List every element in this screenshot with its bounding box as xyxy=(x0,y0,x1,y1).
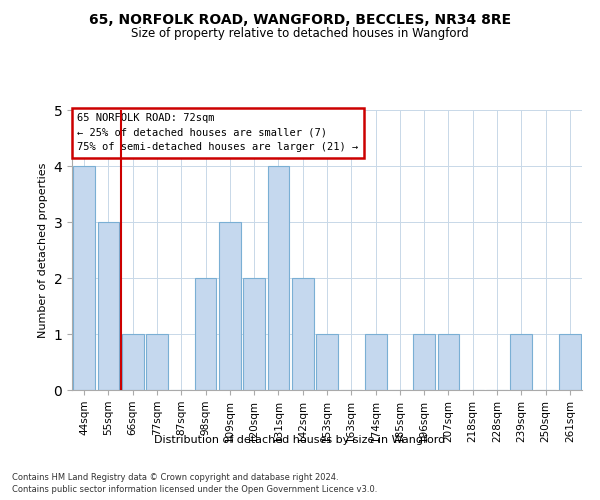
Text: 65, NORFOLK ROAD, WANGFORD, BECCLES, NR34 8RE: 65, NORFOLK ROAD, WANGFORD, BECCLES, NR3… xyxy=(89,12,511,26)
Bar xyxy=(437,334,460,390)
Bar xyxy=(219,222,241,390)
Bar xyxy=(511,334,532,390)
Bar xyxy=(243,278,265,390)
Bar xyxy=(316,334,338,390)
Bar xyxy=(559,334,581,390)
Bar xyxy=(268,166,289,390)
Y-axis label: Number of detached properties: Number of detached properties xyxy=(38,162,48,338)
Bar xyxy=(73,166,95,390)
Bar xyxy=(146,334,168,390)
Text: Size of property relative to detached houses in Wangford: Size of property relative to detached ho… xyxy=(131,28,469,40)
Bar xyxy=(194,278,217,390)
Text: 65 NORFOLK ROAD: 72sqm
← 25% of detached houses are smaller (7)
75% of semi-deta: 65 NORFOLK ROAD: 72sqm ← 25% of detached… xyxy=(77,113,358,152)
Text: Contains public sector information licensed under the Open Government Licence v3: Contains public sector information licen… xyxy=(12,485,377,494)
Bar xyxy=(292,278,314,390)
Bar xyxy=(97,222,119,390)
Bar xyxy=(365,334,386,390)
Text: Distribution of detached houses by size in Wangford: Distribution of detached houses by size … xyxy=(154,435,446,445)
Bar xyxy=(413,334,435,390)
Bar xyxy=(122,334,143,390)
Text: Contains HM Land Registry data © Crown copyright and database right 2024.: Contains HM Land Registry data © Crown c… xyxy=(12,472,338,482)
